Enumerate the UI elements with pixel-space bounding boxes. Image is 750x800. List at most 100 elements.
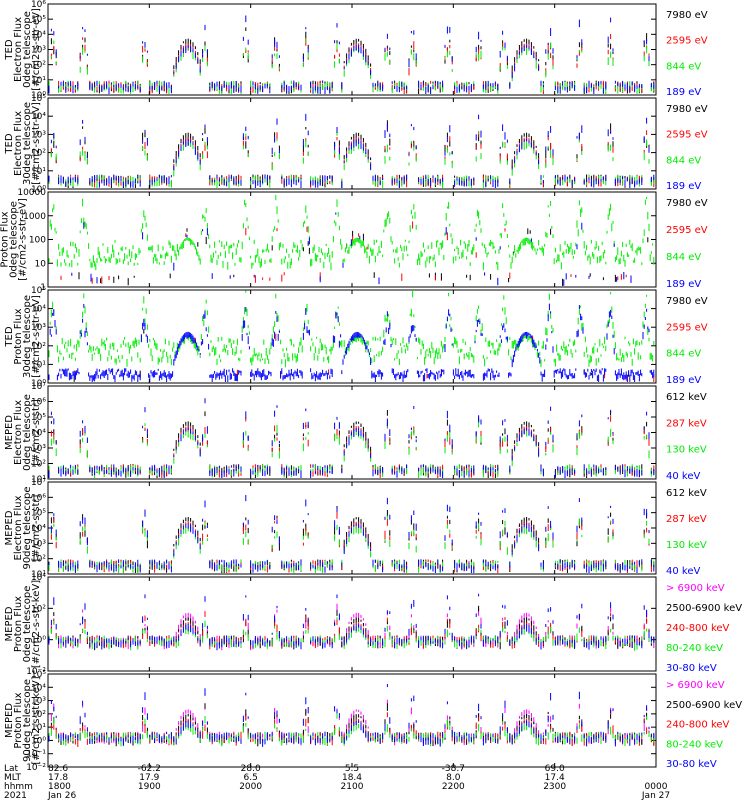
y-axis-label: [#/cm2-s-str-keV] [31,580,42,668]
y-axis-label: [#/cm2-s-str-eV] [31,295,42,378]
legend-entry: 30-80 keV [666,663,717,674]
y-tick-label: 10⁴ [31,429,46,439]
y-axis-label: 90deg telescope [22,679,33,762]
y-tick-label: 10⁶ [31,0,46,10]
y-tick-label: 10⁰ [31,379,46,389]
y-tick-label: 10² [31,604,46,614]
y-tick-label: 10³ [31,130,46,140]
legend-entry: 30-80 keV [666,759,717,770]
y-tick-label: 10² [31,342,46,352]
y-tick-label: 10⁵ [31,15,46,25]
y-tick-label: 1 [40,283,46,293]
legend-entry: 189 eV [666,279,701,290]
y-tick-label: 10⁴ [31,112,46,122]
legend-entry: 240-800 keV [666,720,730,731]
legend-entry: 844 eV [666,61,701,72]
legend-entry: 7980 eV [666,10,708,21]
legend-entry: 2595 eV [666,322,708,333]
y-tick-label: 10¹ [31,76,46,86]
time-axis-lat-label: -38.7 [442,764,465,774]
y-axis-label: TED [4,326,15,347]
panel-frame [47,289,657,384]
y-tick-label: 10⁶ [31,493,46,503]
time-axis-hhmm-label: 0000 [645,782,668,792]
y-tick-label: 10³ [31,697,46,707]
legend-entry: 287 keV [666,514,707,525]
y-tick-label: 10³ [31,539,46,549]
legend-entry: 7980 eV [666,104,708,115]
legend-entry: 130 keV [666,445,707,456]
series-green [48,194,655,271]
y-tick-label: 10¹ [31,570,46,580]
y-axis-label: Electron Flux [13,495,24,560]
y-tick-label: 10000 [17,188,46,198]
y-tick-label: 10¹ [31,360,46,370]
time-axis-hhmm-label: 1900 [138,782,161,792]
y-tick-label: 100 [29,236,46,246]
legend-entry: 40 keV [666,566,700,577]
series-blue [48,684,655,747]
y-tick-label: 10⁻² [26,763,46,773]
legend-entry: 80-240 keV [666,643,723,654]
y-axis-label: TED [4,133,15,154]
y-axis-label: Proton Flux [13,308,24,364]
time-axis-lat-label: 5.5 [345,764,359,774]
legend-entry: 844 eV [666,349,701,360]
y-tick-label: 10³ [31,323,46,333]
series-blue [48,113,655,188]
y-axis-label: Electron Flux [13,17,24,82]
time-axis-lat-label: 28.0 [241,764,261,774]
time-axis-row-label: Lat [4,764,19,774]
time-axis-hhmm-label: 2200 [442,782,465,792]
legend-entry: 189 eV [666,181,701,192]
legend-entry: 844 eV [666,155,701,166]
time-axis-lat-label: 82.6 [48,764,68,774]
y-axis-label: [#/cm2-s-str] [31,494,42,561]
y-axis-label: [#/cm2-s-str-eV] [31,102,42,185]
time-axis-hhmm-label: 1800 [48,782,71,792]
y-axis-label: 0deg telescope [22,11,33,88]
y-tick-label: 10⁷ [31,382,46,392]
y-tick-label: 10² [31,149,46,159]
panel-frame [47,576,657,672]
panel-frame [47,191,657,288]
y-axis-label: MEPED [4,703,15,738]
y-axis-label: 0deg telescope [9,201,20,278]
y-tick-label: 10⁵ [31,413,46,423]
y-tick-label: 10⁰ [31,185,46,195]
series-blue [48,398,655,478]
time-axis-lat-label: 69.0 [545,764,565,774]
y-axis-label: 0deg telescope [22,586,33,663]
y-tick-label: 10¹ [31,723,46,733]
time-axis-mlt-label: 8.0 [446,773,461,783]
legend-entry: 2595 eV [666,225,708,236]
y-tick-label: 10¹ [31,475,46,485]
panel-frame [47,385,657,480]
legend-entry: 612 keV [666,488,707,499]
legend-entry: > 6900 keV [666,583,725,594]
y-axis-label: Proton Flux [13,596,24,652]
legend-entry: 240-800 keV [666,623,730,634]
legend-entry: 2500-6900 keV [666,603,742,614]
y-axis-label: TED [4,39,15,60]
y-axis-label: Proton Flux [13,692,24,748]
time-axis-hhmm-label: 2100 [341,782,364,792]
y-tick-label: 10² [31,61,46,71]
legend-entry: 2500-6900 keV [666,700,742,711]
series-blue [48,593,655,651]
time-axis-hhmm-label: 2000 [239,782,262,792]
time-axis-hhmm-label: 2300 [543,782,566,792]
y-tick-label: 10⁻¹ [26,750,46,760]
legend-entry: 130 keV [666,540,707,551]
series-blue [48,495,655,573]
y-tick-label: 10⁷ [31,478,46,488]
time-axis-mlt-label: 17.4 [545,773,565,783]
time-axis-lat-label: -62.2 [138,764,161,774]
